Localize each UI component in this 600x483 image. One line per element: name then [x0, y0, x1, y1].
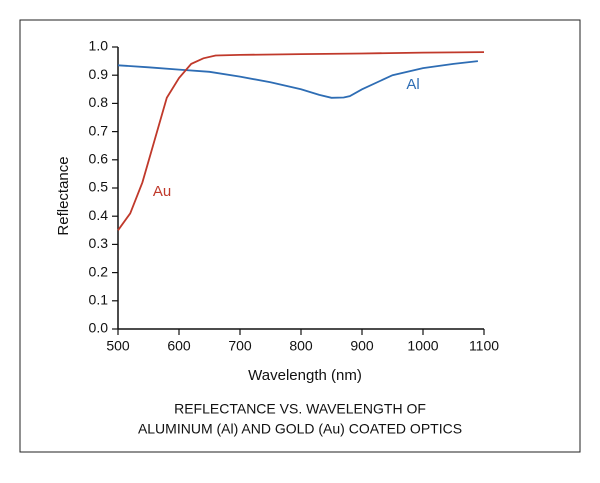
x-axis-title: Wavelength (nm): [248, 367, 362, 384]
series-line: [117, 60, 479, 99]
x-tick-label: 1100: [469, 338, 499, 354]
y-tick-label: 0.2: [89, 263, 109, 279]
x-tick-label: 800: [289, 338, 313, 354]
caption: ALUMINUM (Al) AND GOLD (Au) COATED OPTIC…: [138, 421, 462, 437]
frame: [19, 19, 581, 453]
y-tick-label: 0.8: [89, 94, 109, 110]
y-tick-label: 0.0: [89, 320, 109, 336]
x-tick-label: 700: [228, 338, 252, 354]
y-tick-label: 0.1: [89, 292, 109, 308]
caption: REFLECTANCE VS. WAVELENGTH OF: [174, 401, 426, 417]
x-tick-label: 1000: [407, 338, 438, 354]
x-tick-label: 600: [167, 338, 191, 354]
y-tick-label: 0.3: [89, 235, 109, 251]
y-axis-title: Reflectance: [55, 156, 72, 235]
series-label: Au: [153, 183, 171, 200]
x-tick-label: 500: [106, 338, 130, 354]
y-tick-label: 0.9: [89, 66, 109, 82]
series-label: Al: [406, 76, 419, 93]
y-tick-label: 0.6: [89, 151, 109, 167]
series-line: [117, 51, 485, 231]
y-tick-label: 0.5: [89, 179, 109, 195]
y-tick-label: 1.0: [89, 38, 109, 54]
y-tick-label: 0.7: [89, 122, 109, 138]
x-tick-label: 900: [350, 338, 374, 354]
y-tick-label: 0.4: [89, 207, 109, 223]
